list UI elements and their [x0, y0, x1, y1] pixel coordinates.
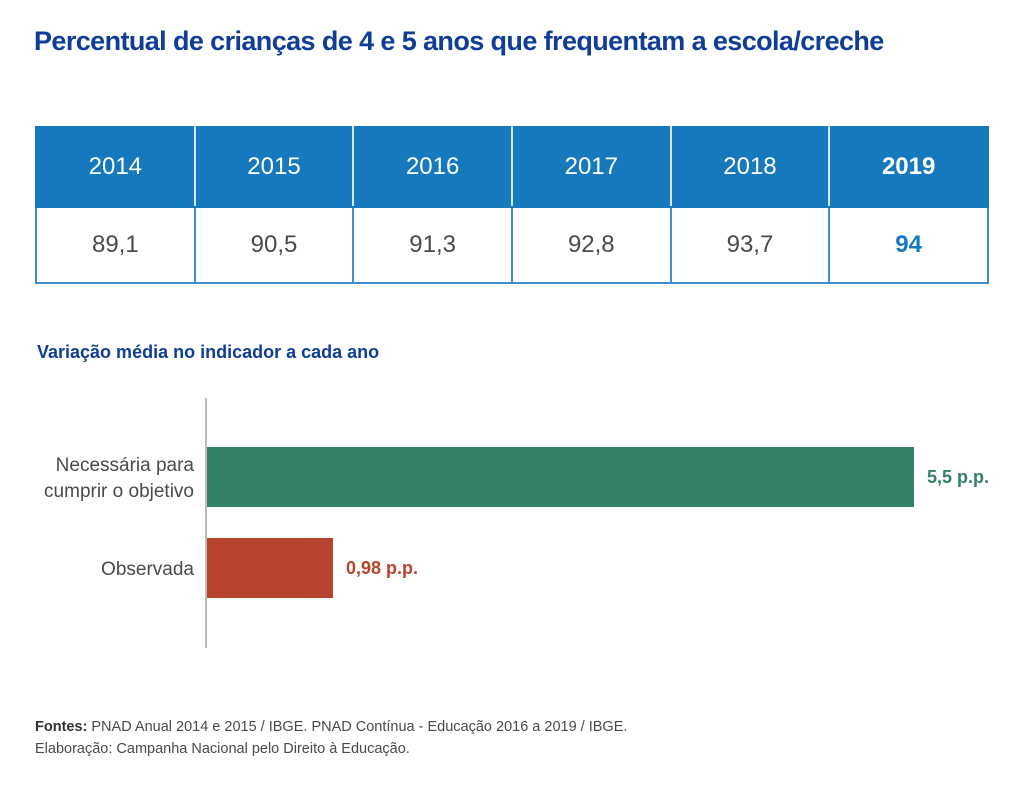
- value-cell-highlight: 94: [828, 206, 989, 284]
- bar-chart: 5,5 p.p. Necessária para cumprir o objetiv…: [44, 398, 989, 648]
- sources-text: PNAD Anual 2014 e 2015 / IBGE. PNAD Cont…: [87, 719, 628, 735]
- bar-0: [207, 447, 914, 507]
- value-row: 89,1 90,5 91,3 92,8 93,7 94: [35, 206, 989, 284]
- page-title: Percentual de crianças de 4 e 5 anos que…: [34, 26, 884, 56]
- chart-subtitle: Variação média no indicador a cada ano: [37, 342, 380, 362]
- value-cell: 93,7: [669, 206, 831, 284]
- bar-value-label: 5,5 p.p.: [927, 467, 989, 487]
- value-cell: 89,1: [35, 206, 196, 284]
- percent-table: 2014 2015 2016 2017 2018 2019 89,1 90,5 …: [35, 126, 989, 284]
- year-header: 2016: [352, 126, 513, 208]
- category-label: Observada: [101, 559, 194, 580]
- bar-1: [207, 538, 333, 598]
- category-label: Necessária para: [56, 455, 195, 476]
- year-header: 2015: [193, 126, 355, 208]
- sources-label: Fontes:: [35, 719, 88, 735]
- credit-line: Elaboração: Campanha Nacional pelo Direi…: [35, 741, 410, 757]
- value-cell: 91,3: [352, 206, 513, 284]
- bar-value-label: 0,98 p.p.: [346, 558, 418, 578]
- year-header: 2014: [35, 126, 196, 208]
- year-header: 2017: [510, 126, 672, 208]
- sources-line: Fontes: PNAD Anual 2014 e 2015 / IBGE. P…: [35, 716, 627, 738]
- category-label: cumprir o objetivo: [44, 481, 194, 502]
- year-header: 2018: [669, 126, 831, 208]
- year-header-row: 2014 2015 2016 2017 2018 2019: [35, 126, 989, 208]
- year-header-highlight: 2019: [828, 126, 989, 208]
- value-cell: 92,8: [510, 206, 672, 284]
- footer: Fontes: PNAD Anual 2014 e 2015 / IBGE. P…: [35, 716, 627, 760]
- value-cell: 90,5: [193, 206, 355, 284]
